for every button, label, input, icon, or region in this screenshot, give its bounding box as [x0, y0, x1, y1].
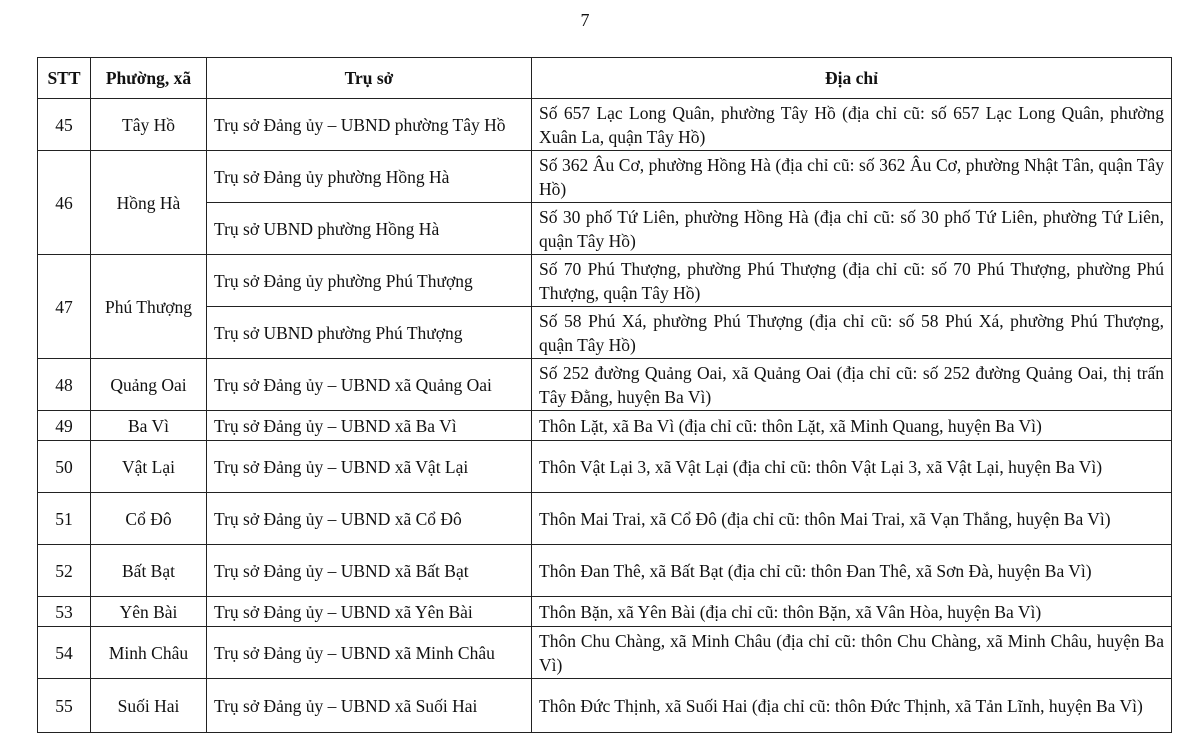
ward-cell: Cổ Đô — [90, 492, 207, 545]
address-cell: Số 657 Lạc Long Quân, phường Tây Hồ (địa… — [531, 98, 1172, 151]
address-cell: Thôn Bặn, xã Yên Bài (địa chỉ cũ: thôn B… — [531, 596, 1172, 627]
address-cell: Thôn Vật Lại 3, xã Vật Lại (địa chỉ cũ: … — [531, 440, 1172, 493]
table-row: 51 Cổ Đô Trụ sở Đảng ủy – UBND xã Cổ Đô … — [37, 492, 1172, 545]
table-row: Trụ sở UBND phường Hồng Hà Số 30 phố Tứ … — [38, 202, 1172, 255]
office-cell: Trụ sở UBND phường Hồng Hà — [206, 202, 532, 255]
stt-cell: 50 — [37, 440, 91, 493]
address-cell: Thôn Chu Chàng, xã Minh Châu (địa chỉ cũ… — [531, 626, 1172, 679]
office-cell: Trụ sở Đảng ủy – UBND xã Ba Vì — [206, 410, 532, 441]
table-row: 48 Quảng Oai Trụ sở Đảng ủy – UBND xã Qu… — [37, 358, 1172, 411]
office-cell: Trụ sở Đảng ủy phường Hồng Hà — [206, 150, 532, 203]
office-cell: Trụ sở UBND phường Phú Thượng — [206, 306, 532, 359]
page-number: 7 — [580, 10, 590, 30]
table-row: Trụ sở UBND phường Phú Thượng Số 58 Phú … — [38, 306, 1172, 359]
table-row: 46 Hồng Hà Trụ sở Đảng ủy phường Hồng Hà… — [37, 150, 1172, 255]
ward-cell: Hồng Hà — [90, 150, 207, 255]
office-cell: Trụ sở Đảng ủy – UBND xã Minh Châu — [206, 626, 532, 679]
header-ward: Phường, xã — [90, 57, 207, 99]
office-cell: Trụ sở Đảng ủy – UBND xã Yên Bài — [206, 596, 532, 627]
stt-cell: 55 — [37, 678, 91, 733]
ward-cell: Phú Thượng — [90, 254, 207, 359]
table-row: 47 Phú Thượng Trụ sở Đảng ủy phường Phú … — [37, 254, 1172, 359]
ward-cell: Tây Hồ — [90, 98, 207, 151]
table-header-row: STT Phường, xã Trụ sở Địa chỉ — [37, 57, 1172, 99]
address-cell: Thôn Đức Thịnh, xã Suối Hai (địa chỉ cũ:… — [531, 678, 1172, 733]
address-cell: Số 70 Phú Thượng, phường Phú Thượng (địa… — [531, 254, 1172, 307]
header-office: Trụ sở — [206, 57, 532, 99]
address-cell: Số 362 Âu Cơ, phường Hồng Hà (địa chỉ cũ… — [531, 150, 1172, 203]
header-address: Địa chỉ — [531, 57, 1172, 99]
table-row: 49 Ba Vì Trụ sở Đảng ủy – UBND xã Ba Vì … — [37, 410, 1172, 441]
table-row: 55 Suối Hai Trụ sở Đảng ủy – UBND xã Suố… — [37, 678, 1172, 733]
ward-cell: Suối Hai — [90, 678, 207, 733]
ward-cell: Quảng Oai — [90, 358, 207, 411]
office-cell: Trụ sở Đảng ủy – UBND xã Vật Lại — [206, 440, 532, 493]
ward-cell: Yên Bài — [90, 596, 207, 627]
stt-cell: 46 — [37, 150, 91, 255]
office-cell: Trụ sở Đảng ủy – UBND xã Quảng Oai — [206, 358, 532, 411]
table-row: 52 Bất Bạt Trụ sở Đảng ủy – UBND xã Bất … — [37, 544, 1172, 597]
ward-cell: Bất Bạt — [90, 544, 207, 597]
office-cell: Trụ sở Đảng ủy – UBND xã Cổ Đô — [206, 492, 532, 545]
table-row: 50 Vật Lại Trụ sở Đảng ủy – UBND xã Vật … — [37, 440, 1172, 493]
address-cell: Thôn Đan Thê, xã Bất Bạt (địa chỉ cũ: th… — [531, 544, 1172, 597]
stt-cell: 48 — [37, 358, 91, 411]
header-stt: STT — [37, 57, 91, 99]
stt-cell: 51 — [37, 492, 91, 545]
stt-cell: 45 — [37, 98, 91, 151]
table-row: 54 Minh Châu Trụ sở Đảng ủy – UBND xã Mi… — [37, 626, 1172, 679]
table-row: 53 Yên Bài Trụ sở Đảng ủy – UBND xã Yên … — [37, 596, 1172, 627]
office-cell: Trụ sở Đảng ủy – UBND phường Tây Hồ — [206, 98, 532, 151]
office-cell: Trụ sở Đảng ủy phường Phú Thượng — [206, 254, 532, 307]
address-cell: Thôn Lặt, xã Ba Vì (địa chỉ cũ: thôn Lặt… — [531, 410, 1172, 441]
stt-cell: 47 — [37, 254, 91, 359]
office-address-table: STT Phường, xã Trụ sở Địa chỉ 45 Tây Hồ … — [37, 57, 1172, 733]
table-row: 45 Tây Hồ Trụ sở Đảng ủy – UBND phường T… — [37, 98, 1172, 151]
office-cell: Trụ sở Đảng ủy – UBND xã Bất Bạt — [206, 544, 532, 597]
ward-cell: Ba Vì — [90, 410, 207, 441]
ward-cell: Vật Lại — [90, 440, 207, 493]
address-cell: Thôn Mai Trai, xã Cổ Đô (địa chỉ cũ: thô… — [531, 492, 1172, 545]
ward-cell: Minh Châu — [90, 626, 207, 679]
stt-cell: 54 — [37, 626, 91, 679]
stt-cell: 52 — [37, 544, 91, 597]
office-cell: Trụ sở Đảng ủy – UBND xã Suối Hai — [206, 678, 532, 733]
stt-cell: 49 — [37, 410, 91, 441]
address-cell: Số 252 đường Quảng Oai, xã Quảng Oai (đị… — [531, 358, 1172, 411]
address-cell: Số 30 phố Tứ Liên, phường Hồng Hà (địa c… — [531, 202, 1172, 255]
stt-cell: 53 — [37, 596, 91, 627]
address-cell: Số 58 Phú Xá, phường Phú Thượng (địa chỉ… — [531, 306, 1172, 359]
